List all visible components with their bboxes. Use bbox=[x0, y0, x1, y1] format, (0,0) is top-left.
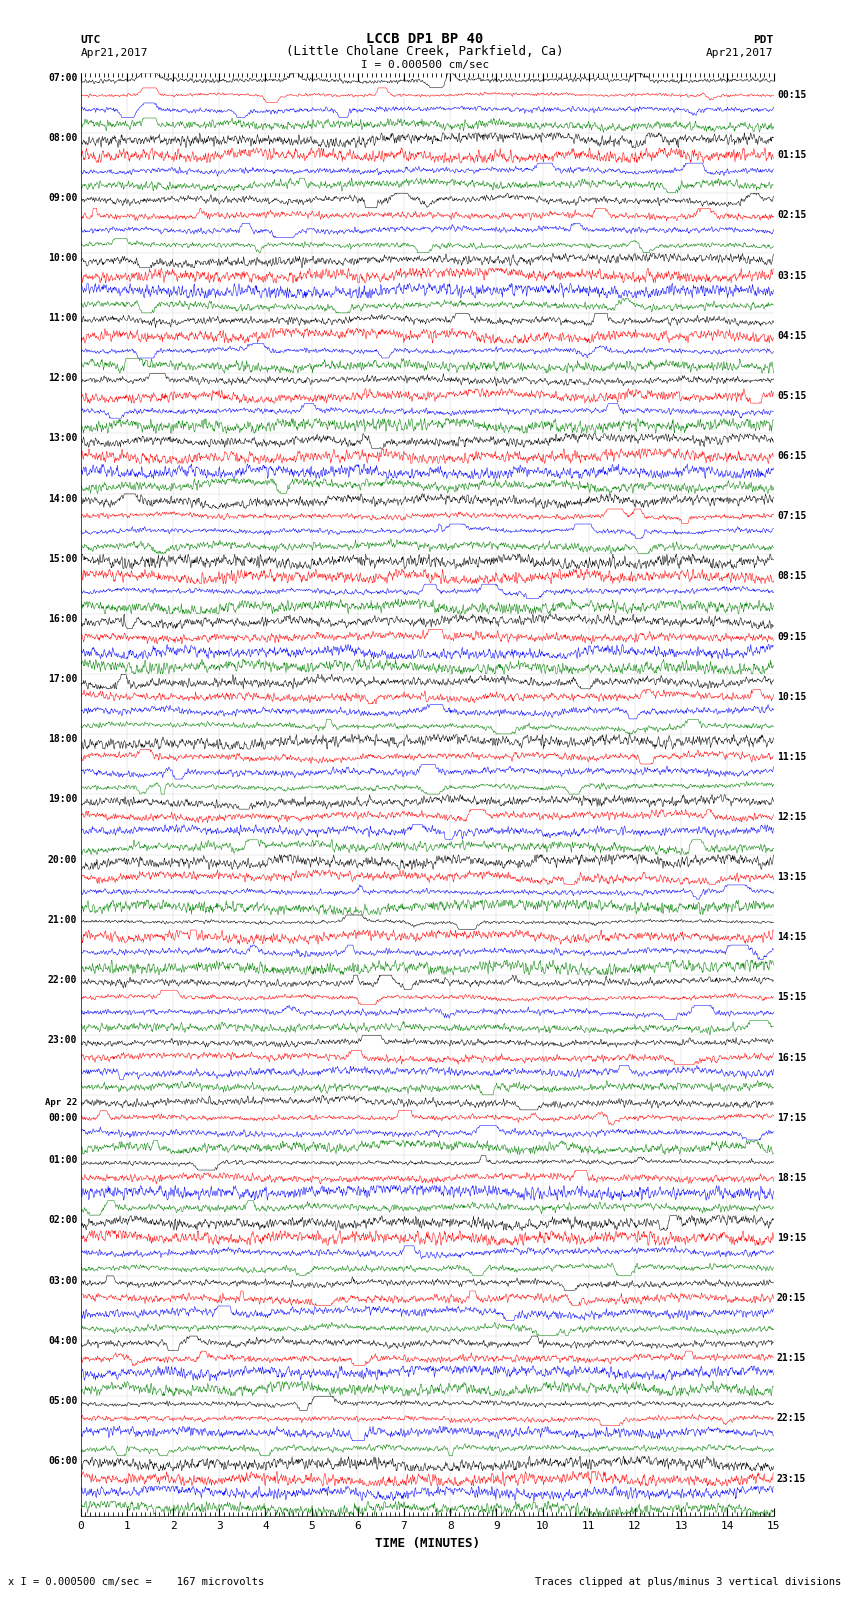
Text: 11:00: 11:00 bbox=[48, 313, 77, 323]
Text: x I = 0.000500 cm/sec =    167 microvolts: x I = 0.000500 cm/sec = 167 microvolts bbox=[8, 1578, 264, 1587]
Text: 14:15: 14:15 bbox=[777, 932, 807, 942]
Text: (Little Cholane Creek, Parkfield, Ca): (Little Cholane Creek, Parkfield, Ca) bbox=[286, 45, 564, 58]
Text: Apr21,2017: Apr21,2017 bbox=[706, 48, 774, 58]
Text: 08:15: 08:15 bbox=[777, 571, 807, 581]
Text: 12:15: 12:15 bbox=[777, 811, 807, 823]
Text: 00:00: 00:00 bbox=[48, 1113, 77, 1123]
Text: 17:15: 17:15 bbox=[777, 1113, 807, 1123]
Text: 08:00: 08:00 bbox=[48, 132, 77, 142]
Text: 09:00: 09:00 bbox=[48, 194, 77, 203]
Text: 15:15: 15:15 bbox=[777, 992, 807, 1002]
Text: 06:15: 06:15 bbox=[777, 452, 807, 461]
Text: 21:15: 21:15 bbox=[777, 1353, 807, 1363]
Text: 19:15: 19:15 bbox=[777, 1232, 807, 1244]
Text: 10:00: 10:00 bbox=[48, 253, 77, 263]
Text: 01:00: 01:00 bbox=[48, 1155, 77, 1165]
Text: 02:15: 02:15 bbox=[777, 210, 807, 221]
Text: 21:00: 21:00 bbox=[48, 915, 77, 924]
Text: 13:15: 13:15 bbox=[777, 873, 807, 882]
Text: 10:15: 10:15 bbox=[777, 692, 807, 702]
Text: 00:15: 00:15 bbox=[777, 90, 807, 100]
Text: LCCB DP1 BP 40: LCCB DP1 BP 40 bbox=[366, 32, 484, 47]
Text: 03:15: 03:15 bbox=[777, 271, 807, 281]
Text: 07:00: 07:00 bbox=[48, 73, 77, 82]
Text: 20:15: 20:15 bbox=[777, 1294, 807, 1303]
Text: I = 0.000500 cm/sec: I = 0.000500 cm/sec bbox=[361, 60, 489, 69]
Text: Apr21,2017: Apr21,2017 bbox=[81, 48, 148, 58]
Text: 18:15: 18:15 bbox=[777, 1173, 807, 1182]
Text: 15:00: 15:00 bbox=[48, 553, 77, 565]
Text: 13:00: 13:00 bbox=[48, 434, 77, 444]
Text: Traces clipped at plus/minus 3 vertical divisions: Traces clipped at plus/minus 3 vertical … bbox=[536, 1578, 842, 1587]
Text: 22:00: 22:00 bbox=[48, 974, 77, 986]
Text: 04:15: 04:15 bbox=[777, 331, 807, 340]
Text: 14:00: 14:00 bbox=[48, 494, 77, 503]
Text: 05:00: 05:00 bbox=[48, 1395, 77, 1407]
Text: 19:00: 19:00 bbox=[48, 794, 77, 805]
Text: 03:00: 03:00 bbox=[48, 1276, 77, 1286]
Text: 17:00: 17:00 bbox=[48, 674, 77, 684]
Text: 16:15: 16:15 bbox=[777, 1053, 807, 1063]
Text: 23:15: 23:15 bbox=[777, 1474, 807, 1484]
Text: PDT: PDT bbox=[753, 35, 774, 45]
Text: 09:15: 09:15 bbox=[777, 632, 807, 642]
Text: 22:15: 22:15 bbox=[777, 1413, 807, 1424]
Text: 12:00: 12:00 bbox=[48, 373, 77, 384]
Text: 20:00: 20:00 bbox=[48, 855, 77, 865]
Text: 16:00: 16:00 bbox=[48, 615, 77, 624]
Text: 23:00: 23:00 bbox=[48, 1036, 77, 1045]
Text: 01:15: 01:15 bbox=[777, 150, 807, 160]
Text: 02:00: 02:00 bbox=[48, 1216, 77, 1226]
Text: UTC: UTC bbox=[81, 35, 101, 45]
Text: 04:00: 04:00 bbox=[48, 1336, 77, 1345]
Text: 11:15: 11:15 bbox=[777, 752, 807, 761]
Text: 07:15: 07:15 bbox=[777, 511, 807, 521]
X-axis label: TIME (MINUTES): TIME (MINUTES) bbox=[375, 1537, 479, 1550]
Text: 05:15: 05:15 bbox=[777, 390, 807, 402]
Text: 06:00: 06:00 bbox=[48, 1457, 77, 1466]
Text: 18:00: 18:00 bbox=[48, 734, 77, 744]
Text: Apr 22: Apr 22 bbox=[45, 1098, 77, 1107]
